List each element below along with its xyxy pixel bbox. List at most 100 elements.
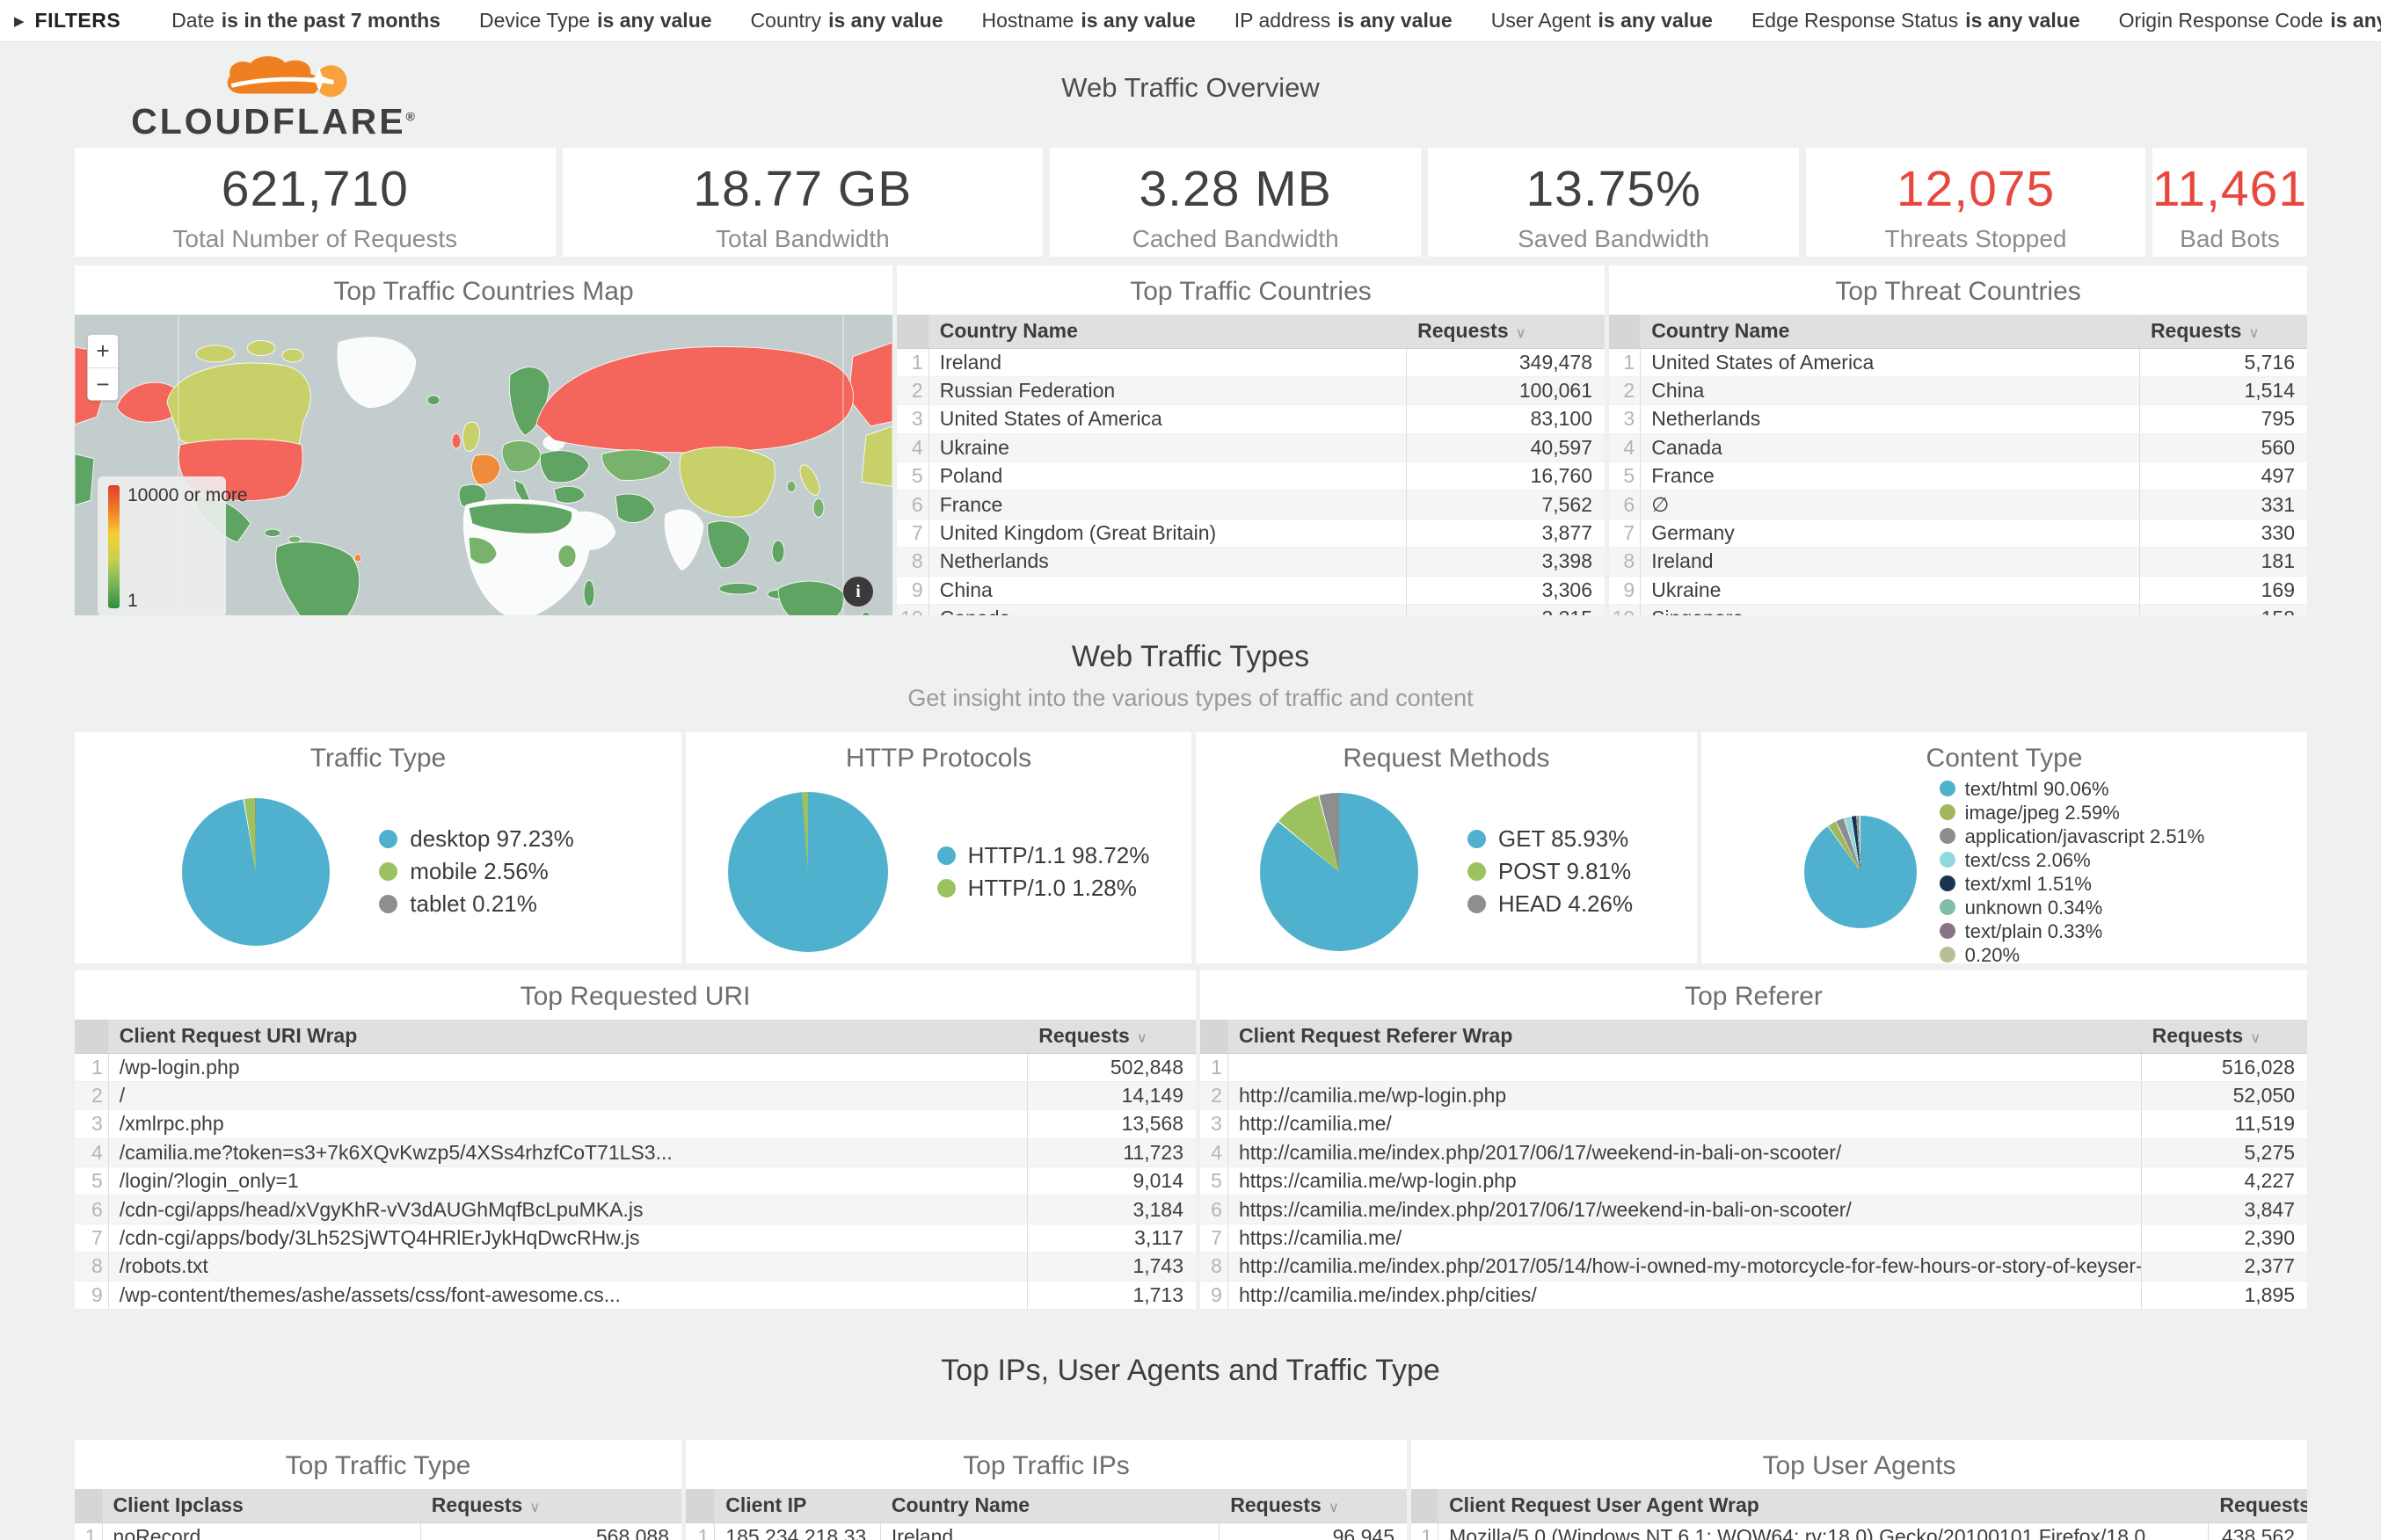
table-row[interactable]: 2 http://camilia.me/wp-login.php 52,050 bbox=[1200, 1081, 2307, 1111]
pie-chart[interactable] bbox=[1803, 815, 1917, 928]
table-row[interactable]: 9 China 3,306 bbox=[897, 576, 1605, 606]
stat-card[interactable]: 12,075 Threats Stopped bbox=[1806, 148, 2145, 257]
sort-desc-icon[interactable]: ∨ bbox=[2250, 1029, 2261, 1047]
table-row[interactable]: 3 United States of America 83,100 bbox=[897, 404, 1605, 434]
table-row[interactable]: 5 Poland 16,760 bbox=[897, 461, 1605, 491]
table-row[interactable]: 8 Ireland 181 bbox=[1609, 547, 2307, 577]
sort-desc-icon[interactable]: ∨ bbox=[1136, 1029, 1147, 1047]
table-row[interactable]: 1 516,028 bbox=[1200, 1053, 2307, 1082]
column-header[interactable]: Client Request URI Wrap bbox=[107, 1020, 1028, 1054]
table-row[interactable]: 1 Mozilla/5.0 (Windows NT 6.1; WOW64; rv:… bbox=[1411, 1522, 2307, 1540]
column-header[interactable]: Client Ipclass bbox=[101, 1489, 421, 1523]
table-row[interactable]: 5 https://camilia.me/wp-login.php 4,227 bbox=[1200, 1166, 2307, 1196]
filter-chip[interactable]: Origin Response Code is any value bbox=[2119, 9, 2381, 33]
zoom-in-button[interactable]: + bbox=[88, 335, 118, 367]
stat-card[interactable]: 13.75% Saved Bandwidth bbox=[1428, 148, 1800, 257]
info-button[interactable]: i bbox=[843, 577, 873, 607]
legend-item[interactable]: application/javascript 2.51% bbox=[1939, 824, 2204, 848]
column-header[interactable]: Country Name bbox=[1640, 315, 2140, 349]
filter-chip[interactable]: Device Type is any value bbox=[479, 9, 712, 33]
world-map[interactable]: + − 10000 or more 1 i bbox=[75, 315, 892, 615]
table-row[interactable]: 1 185.234.218.33 Ireland 96,945 bbox=[686, 1522, 1407, 1540]
sort-desc-icon[interactable]: ∨ bbox=[1515, 324, 1526, 342]
filter-chip[interactable]: User Agent is any value bbox=[1491, 9, 1713, 33]
legend-item[interactable]: desktop 97.23% bbox=[379, 823, 574, 855]
legend-item[interactable]: text/html 90.06% bbox=[1939, 777, 2205, 801]
column-header[interactable]: Requests∨ bbox=[1027, 1020, 1196, 1054]
table-row[interactable]: 7 https://camilia.me/2,390 bbox=[1200, 1224, 2307, 1253]
column-header[interactable]: Client IP bbox=[714, 1489, 881, 1523]
legend-item[interactable]: GET 85.93% bbox=[1467, 823, 1633, 855]
table-row[interactable]: 6/cdn-cgi/apps/head/xVgyKhR-vV3dAUGhMqfB… bbox=[75, 1195, 1196, 1224]
table-row[interactable]: 4 Ukraine 40,597 bbox=[897, 433, 1605, 463]
table-row[interactable]: 1 noRecord 568,088 bbox=[75, 1522, 681, 1540]
legend-item[interactable]: image/jpeg 2.59% bbox=[1939, 801, 2205, 824]
filter-chip[interactable]: Country is any value bbox=[751, 9, 943, 33]
pie-chart[interactable] bbox=[1259, 792, 1418, 951]
legend-item[interactable]: tablet 0.21% bbox=[379, 888, 573, 920]
table-row[interactable]: 6 https://camilia.me/index.php/2017/06/17… bbox=[1200, 1195, 2307, 1224]
table-row[interactable]: 2 Russian Federation 100,061 bbox=[897, 376, 1605, 406]
legend-item[interactable]: HEAD 4.26% bbox=[1467, 888, 1633, 920]
column-header[interactable]: Requests∨ bbox=[2208, 1489, 2307, 1523]
filter-chip[interactable]: Date is in the past 7 months bbox=[171, 9, 441, 33]
legend-item[interactable]: HTTP/1.1 98.72% bbox=[936, 839, 1149, 872]
column-header[interactable]: Country Name bbox=[879, 1489, 1220, 1523]
legend-item[interactable]: HTTP/1.0 1.28% bbox=[936, 872, 1150, 904]
column-header[interactable]: Requests∨ bbox=[1406, 315, 1605, 349]
table-row[interactable]: 6 ∅ 331 bbox=[1609, 490, 2307, 519]
column-header[interactable]: Requests∨ bbox=[2138, 315, 2307, 349]
legend-item[interactable]: text/css 2.06% bbox=[1939, 848, 2205, 872]
table-row[interactable]: 7/cdn-cgi/apps/body/3Lh52SjWTQ4HRlErJykH… bbox=[75, 1224, 1196, 1253]
column-header[interactable]: Requests∨ bbox=[1219, 1489, 1407, 1523]
table-row[interactable]: 8 Netherlands 3,398 bbox=[897, 547, 1605, 577]
table-row[interactable]: 7 United Kingdom (Great Britain) 3,877 bbox=[897, 519, 1605, 548]
legend-item[interactable]: text/plain 0.33% bbox=[1939, 919, 2205, 943]
table-row[interactable]: 9 http://camilia.me/index.php/cities/1,89… bbox=[1200, 1281, 2307, 1310]
filter-chip[interactable]: IP address is any value bbox=[1234, 9, 1453, 33]
table-row[interactable]: 9/wp-content/themes/ashe/assets/css/font… bbox=[75, 1281, 1196, 1310]
zoom-out-button[interactable]: − bbox=[88, 367, 118, 400]
column-header[interactable]: Requests∨ bbox=[2140, 1020, 2307, 1054]
table-row[interactable]: 3/xmlrpc.php 13,568 bbox=[75, 1109, 1196, 1139]
filter-chip[interactable]: Hostname is any value bbox=[982, 9, 1196, 33]
legend-item[interactable]: unknown 0.34% bbox=[1939, 896, 2205, 919]
column-header[interactable]: Country Name bbox=[928, 315, 1407, 349]
table-row[interactable]: 5/login/?login_only=1 9,014 bbox=[75, 1166, 1196, 1196]
table-row[interactable]: 8/robots.txt 1,743 bbox=[75, 1252, 1196, 1282]
sort-desc-icon[interactable]: ∨ bbox=[2248, 324, 2260, 342]
table-row[interactable]: 1 United States of America 5,716 bbox=[1609, 348, 2307, 377]
filter-chip[interactable]: Edge Response Status is any value bbox=[1751, 9, 2080, 33]
filters-toggle[interactable]: ▶ FILTERS bbox=[14, 9, 120, 33]
table-row[interactable]: 1/wp-login.php 502,848 bbox=[75, 1053, 1196, 1082]
table-row[interactable]: 6 France 7,562 bbox=[897, 490, 1605, 519]
table-row[interactable]: 4/camilia.me?token=s3+7k6XQvKwzp5/4XSs4r… bbox=[75, 1138, 1196, 1168]
stat-card[interactable]: 18.77 GB Total Bandwidth bbox=[562, 148, 1044, 257]
table-row[interactable]: 10Canada3,215 bbox=[897, 604, 1605, 615]
table-row[interactable]: 1 Ireland 349,478 bbox=[897, 348, 1605, 377]
table-row[interactable]: 4 Canada 560 bbox=[1609, 433, 2307, 463]
pie-chart[interactable] bbox=[182, 797, 331, 946]
table-row[interactable]: 3 http://camilia.me/11,519 bbox=[1200, 1109, 2307, 1139]
table-row[interactable]: 8 http://camilia.me/index.php/2017/05/14/… bbox=[1200, 1252, 2307, 1282]
stat-card[interactable]: 3.28 MB Cached Bandwidth bbox=[1050, 148, 1422, 257]
table-row[interactable]: 3 Netherlands 795 bbox=[1609, 404, 2307, 434]
table-row[interactable]: 7 Germany 330 bbox=[1609, 519, 2307, 548]
pie-chart[interactable] bbox=[727, 791, 888, 952]
column-header[interactable]: Client Request User Agent Wrap bbox=[1438, 1489, 2209, 1523]
legend-item[interactable]: mobile 2.56% bbox=[379, 855, 573, 888]
column-header[interactable]: Client Request Referer Wrap bbox=[1227, 1020, 2142, 1054]
sort-desc-icon[interactable]: ∨ bbox=[529, 1499, 541, 1516]
stat-card[interactable]: 621,710 Total Number of Requests bbox=[75, 148, 556, 257]
legend-item[interactable]: text/xml 1.51% bbox=[1939, 872, 2205, 896]
table-row[interactable]: 4 http://camilia.me/index.php/2017/06/17/… bbox=[1200, 1138, 2307, 1168]
sort-desc-icon[interactable]: ∨ bbox=[1328, 1499, 1339, 1516]
legend-item[interactable]: 0.20% bbox=[1939, 943, 2205, 963]
legend-item[interactable]: POST 9.81% bbox=[1467, 855, 1633, 888]
table-row[interactable]: 2/14,149 bbox=[75, 1081, 1196, 1111]
table-row[interactable]: 2 China 1,514 bbox=[1609, 376, 2307, 406]
column-header[interactable]: Requests∨ bbox=[419, 1489, 681, 1523]
stat-card[interactable]: 11,461 Bad Bots bbox=[2152, 148, 2308, 257]
table-row[interactable]: 10Singapore158 bbox=[1609, 604, 2307, 615]
table-row[interactable]: 5 France 497 bbox=[1609, 461, 2307, 491]
